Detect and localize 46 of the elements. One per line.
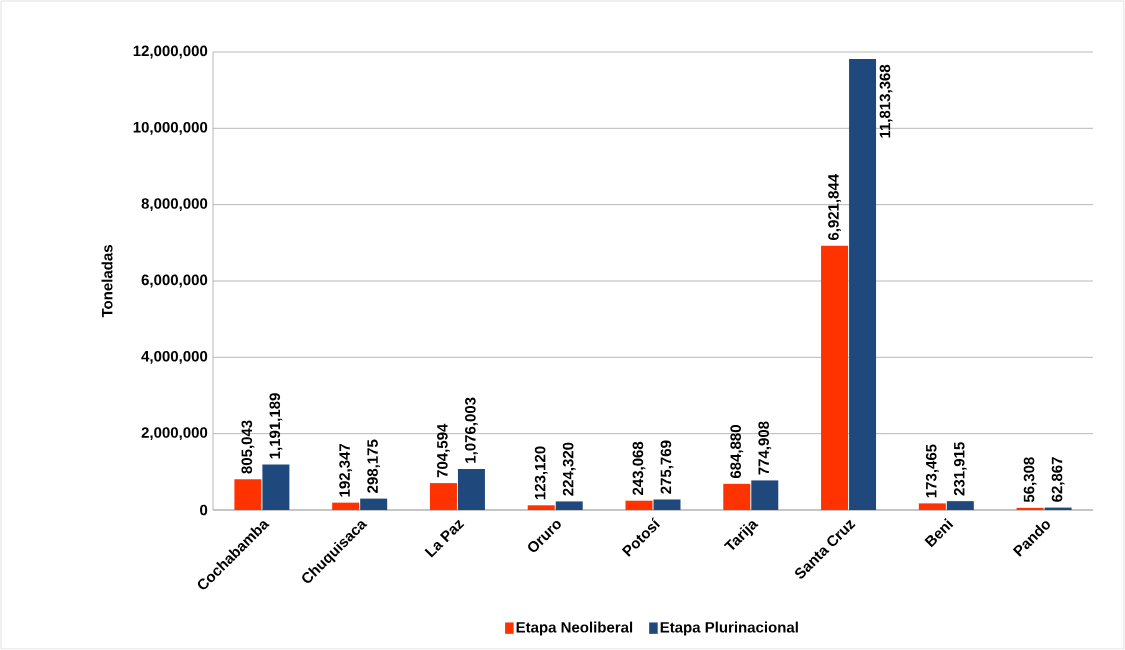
- data-label: 62,867: [1051, 457, 1065, 502]
- bar: [723, 483, 751, 510]
- y-tick-label: 12,000,000: [133, 45, 208, 59]
- y-tick-label: 2,000,000: [141, 427, 208, 441]
- bar: [457, 468, 485, 510]
- bar: [849, 59, 877, 510]
- bar: [234, 479, 262, 510]
- data-label: 11,813,368: [879, 64, 893, 138]
- legend-label: Etapa Neoliberal: [516, 621, 633, 636]
- bar: [625, 500, 653, 510]
- y-tick-label: 6,000,000: [141, 274, 208, 288]
- data-label: 805,043: [241, 420, 255, 474]
- data-label: 774,908: [758, 421, 772, 475]
- y-tick-label: 8,000,000: [141, 198, 208, 212]
- data-label: 56,308: [1023, 457, 1037, 503]
- data-label: 1,191,189: [269, 393, 283, 459]
- bar: [332, 502, 360, 510]
- y-axis-title: Toneladas: [101, 245, 113, 318]
- bar: [1016, 507, 1044, 510]
- bar: [946, 501, 974, 510]
- data-label: 192,347: [339, 443, 353, 497]
- data-label: 704,594: [437, 423, 450, 478]
- bar: [751, 480, 779, 510]
- data-label: 123,120: [534, 446, 548, 500]
- data-label: 243,068: [632, 441, 646, 495]
- x-tick-label: La Paz: [424, 519, 465, 558]
- bar: [262, 464, 290, 510]
- data-label: 275,769: [660, 440, 674, 494]
- data-label: 224,320: [562, 442, 576, 496]
- data-label: 684,880: [730, 425, 744, 479]
- data-label: 1,076,003: [465, 397, 478, 463]
- data-label: 231,915: [953, 442, 967, 496]
- bar: [821, 245, 849, 510]
- bar: [360, 498, 388, 510]
- data-label: 6,921,844: [828, 173, 841, 241]
- bar: [555, 501, 583, 510]
- y-tick-label: 10,000,000: [133, 121, 208, 135]
- bar: [653, 499, 681, 510]
- data-label: 173,465: [925, 444, 939, 498]
- bar: [527, 505, 555, 510]
- bar: [918, 503, 946, 510]
- data-label: 298,175: [367, 439, 381, 493]
- legend-label: Etapa Plurinacional: [660, 621, 798, 636]
- y-tick-label: 4,000,000: [141, 350, 208, 364]
- bar: [429, 483, 457, 510]
- y-tick-label: 0: [200, 504, 208, 516]
